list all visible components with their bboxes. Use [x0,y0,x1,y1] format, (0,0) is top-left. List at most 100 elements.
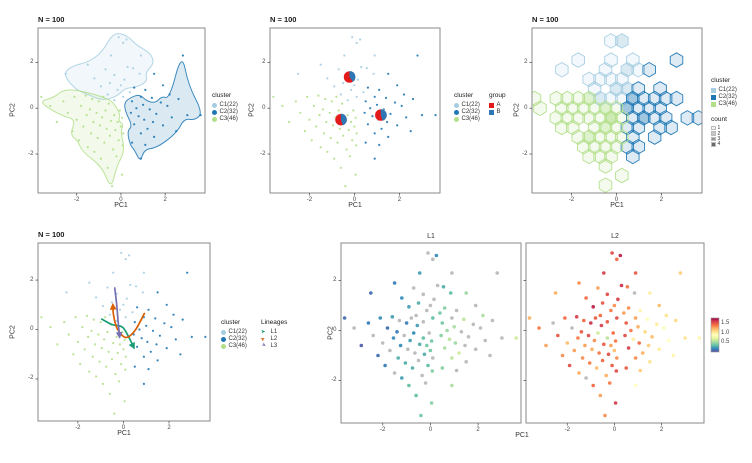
scatter-point [139,132,142,135]
scatter-point [82,125,85,128]
scatter-point [133,365,136,368]
legend-dot-icon [212,109,217,115]
y-tick-label: 0 [333,327,337,333]
scatter-point [464,291,469,295]
scatter-point [645,317,650,322]
scatter-point [602,271,606,275]
scatter-point [114,372,117,376]
scatter-point [142,271,145,274]
scatter-point [129,283,132,287]
scatter-point [310,139,313,142]
x-tick-label: 2 [476,427,480,433]
legend-dot-icon [221,336,226,342]
scatter-point [596,331,600,335]
legend-swatch-icon [711,136,716,142]
colorbar-tick-label: 1.5 [721,320,730,327]
y-tick-label: -2 [28,150,34,157]
scatter-point [124,368,127,371]
scatter-point [591,383,595,388]
scatter-point [402,93,406,96]
legend-item: C3(46) [711,101,737,108]
scatter-point [88,370,91,373]
scatter-point [303,130,306,133]
scatter-point [400,296,404,300]
scatter-point [355,132,358,135]
scatter-point [447,337,452,342]
legend-swatch-icon [711,94,716,100]
scatter-point [556,333,560,338]
x-axis-label: PC1 [114,202,128,209]
scatter-point [369,291,373,295]
hexbin-cell [680,110,695,126]
scatter-point [74,316,77,319]
scatter-point [163,322,166,325]
legend-cluster-lineage: cluster C1(22) C2(32) C3(46) [221,319,247,350]
scatter-point [404,321,409,325]
scatter-point [390,315,395,319]
scatter-point [662,326,666,330]
scatter-point [683,336,687,340]
scatter-point [65,291,68,294]
scatter-point [428,348,433,353]
scatter-point [421,336,426,340]
scatter-point [328,111,331,114]
scatter-point [416,301,421,305]
scatter-point [156,291,159,294]
scatter-point [125,38,128,41]
legend-item-label: C3(46) [718,101,737,108]
scatter-point [450,383,454,388]
scatter-point [402,333,407,338]
scatter-point [579,330,584,334]
x-tick-label: 0 [612,427,617,433]
pie-slice-B [340,113,347,126]
scatter-point [624,321,628,325]
scatter-point [454,308,459,313]
scatter-point [104,68,107,71]
scatter-point [354,116,357,119]
scatter-point [407,383,411,388]
scatter-point [425,308,429,313]
scatter-point [99,85,103,88]
scatter-point [697,336,702,340]
x-tick-label: -2 [564,427,570,433]
legend-item-label: C3(46) [219,116,238,123]
scatter-point [576,336,580,340]
scatter-point [186,271,189,274]
legend-item-label: C1(22) [228,329,247,336]
scatter-point [85,314,89,317]
scatter-point [605,292,610,297]
scatter-point [603,413,607,418]
scatter-point [165,303,168,306]
scatter-point [360,65,363,69]
scatter-point [355,95,358,98]
scatter-point [338,127,341,130]
scatter-point [416,54,419,57]
scatter-point [121,330,124,334]
scatter-point [405,116,408,119]
scatter-point [640,351,645,355]
scatter-point [411,331,416,335]
legend-cluster-hex: cluster C1(22) C2(32) C3(46) [711,77,737,108]
scatter-point [570,326,574,330]
scatter-point [633,316,638,320]
scatter-point [355,144,358,147]
legend-item: 4 [711,141,727,147]
scatter-point [122,41,125,45]
legend-item: A [489,102,506,109]
scatter-point [584,296,588,300]
scatter-point [356,78,359,81]
panel-title-hex: N = 100 [532,15,559,24]
scatter-point [551,321,555,325]
panel-C [529,27,703,196]
scatter-point [387,72,390,75]
legend-item-label: 1 [717,125,721,132]
scatter-point [106,93,109,96]
scatter-point [166,104,169,107]
x-tick-label: 2 [163,197,167,203]
hexbin-cell [615,33,629,49]
scatter-point [155,112,158,115]
scatter-point [149,350,152,353]
scatter-point [664,313,669,318]
scatter-point [440,366,445,370]
